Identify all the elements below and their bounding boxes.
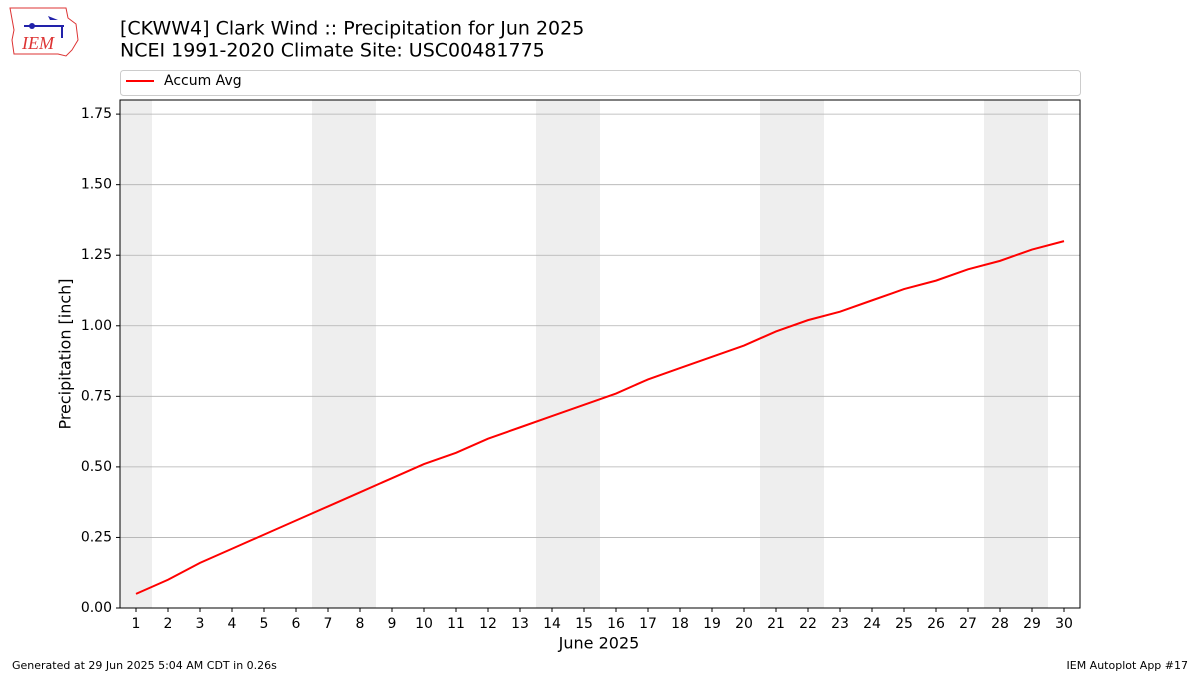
weekend-shade [344,100,376,608]
logo: IEM [9,7,79,57]
y-tick-label: 1.50 [81,177,112,193]
x-tick-label: 25 [895,616,913,632]
series-line [135,240,1065,595]
x-tick-label: 3 [196,616,205,632]
logo-text: IEM [21,33,55,53]
plot-frame [119,99,1081,609]
weekend-shade [984,100,1016,608]
y-axis-label: Precipitation [inch] [56,278,75,429]
x-tick-label: 26 [927,616,945,632]
y-tick-label: 0.00 [81,600,112,616]
weekend-shade [568,100,600,608]
y-tick-label: 1.75 [81,106,112,122]
footer-right: IEM Autoplot App #17 [1067,659,1189,672]
x-tick-label: 8 [356,616,365,632]
x-tick-label: 22 [799,616,817,632]
y-tick-label: 0.50 [81,459,112,475]
x-tick-label: 20 [735,616,753,632]
x-axis-label: June 2025 [558,634,640,653]
weekend-shade [760,100,792,608]
logo-outline [9,7,79,57]
legend-label: Accum Avg [164,73,242,89]
x-tick-label: 11 [447,616,465,632]
x-tick-label: 4 [228,616,237,632]
x-tick-label: 13 [511,616,529,632]
x-tick-label: 1 [132,616,141,632]
legend-box [120,70,1081,96]
x-tick-label: 21 [767,616,785,632]
x-tick-label: 19 [703,616,721,632]
x-tick-label: 12 [479,616,497,632]
x-tick-label: 27 [959,616,977,632]
x-tick-label: 7 [324,616,333,632]
x-tick-label: 28 [991,616,1009,632]
weekend-shade [312,100,344,608]
logo-mark [29,23,35,29]
weekend-shade [1016,100,1048,608]
chart-subtitle: NCEI 1991-2020 Climate Site: USC00481775 [120,40,545,62]
x-tick-label: 9 [388,616,397,632]
y-tick-label: 0.25 [81,529,112,545]
x-tick-label: 6 [292,616,301,632]
weekend-shade [792,100,824,608]
x-tick-label: 18 [671,616,689,632]
x-tick-label: 30 [1055,616,1073,632]
x-tick-label: 10 [415,616,433,632]
chart-title: [CKWW4] Clark Wind :: Precipitation for … [120,18,584,40]
y-tick-label: 0.75 [81,388,112,404]
weekend-shade [120,100,152,608]
weekend-shade [536,100,568,608]
x-tick-label: 24 [863,616,881,632]
x-tick-label: 14 [543,616,561,632]
footer-left: Generated at 29 Jun 2025 5:04 AM CDT in … [12,659,277,672]
x-tick-label: 23 [831,616,849,632]
x-tick-label: 16 [607,616,625,632]
x-tick-label: 2 [164,616,173,632]
x-tick-label: 15 [575,616,593,632]
logo-mark [48,16,58,20]
x-tick-label: 5 [260,616,269,632]
y-tick-label: 1.00 [81,318,112,334]
x-tick-label: 17 [639,616,657,632]
x-tick-label: 29 [1023,616,1041,632]
y-tick-label: 1.25 [81,247,112,263]
